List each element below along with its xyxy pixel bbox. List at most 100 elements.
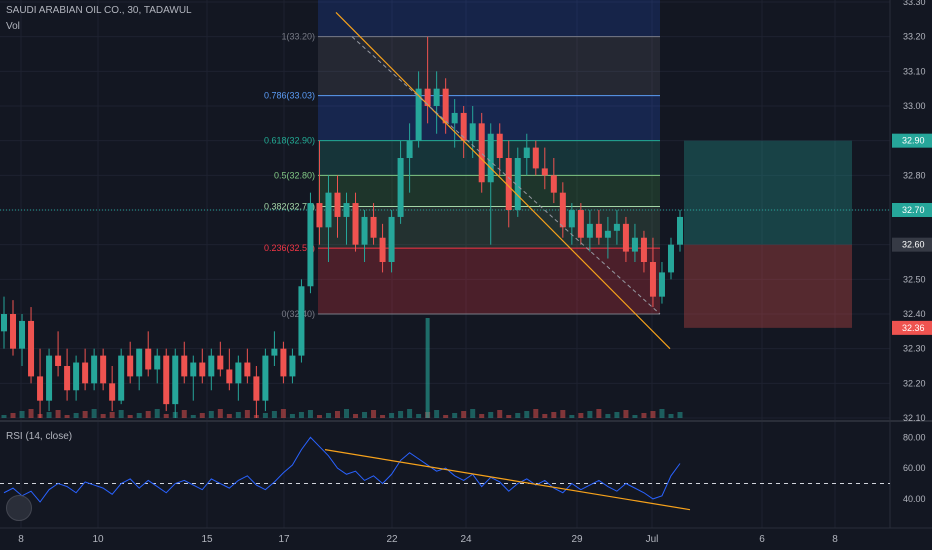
volume-bar bbox=[19, 411, 25, 418]
candle-body bbox=[316, 203, 323, 228]
price-tick-label: 33.10 bbox=[903, 66, 926, 76]
candle-body bbox=[379, 237, 386, 262]
volume-bar bbox=[28, 409, 34, 418]
candle-body bbox=[289, 355, 296, 377]
candle-body bbox=[406, 140, 413, 158]
candle-body bbox=[46, 355, 53, 401]
volume-bar bbox=[560, 410, 566, 418]
volume-bar bbox=[470, 409, 476, 418]
candle-body bbox=[415, 88, 422, 141]
volume-bar bbox=[307, 410, 313, 418]
volume-bar bbox=[659, 409, 665, 418]
rsi-tick-label: 60.00 bbox=[903, 463, 926, 473]
candle-body bbox=[568, 210, 575, 228]
candle-body bbox=[514, 158, 521, 210]
candle-body bbox=[658, 272, 665, 297]
candle-body bbox=[226, 369, 233, 384]
price-badge bbox=[892, 203, 932, 217]
candle-body bbox=[55, 355, 62, 366]
volume-bar bbox=[271, 411, 277, 418]
candle-body bbox=[352, 203, 359, 245]
volume-bar bbox=[244, 410, 250, 418]
volume-bar bbox=[109, 412, 115, 418]
volume-bar bbox=[389, 413, 395, 418]
volume-bar bbox=[407, 409, 413, 418]
volume-bar bbox=[461, 411, 467, 418]
fib-extension-zone bbox=[318, 0, 660, 37]
time-tick-label: 15 bbox=[201, 534, 213, 545]
volume-bar bbox=[587, 411, 593, 418]
rsi-label: RSI (14, close) bbox=[6, 431, 73, 442]
rsi-trendline bbox=[324, 449, 691, 511]
candle-body bbox=[10, 314, 17, 349]
candle-body bbox=[217, 355, 224, 370]
position-target-zone bbox=[684, 140, 852, 245]
rsi-tick-label: 80.00 bbox=[903, 432, 926, 442]
fib-level-label: 0(32.40) bbox=[281, 309, 315, 319]
candle-body bbox=[172, 355, 179, 405]
candle-body bbox=[307, 203, 314, 287]
volume-bar bbox=[73, 413, 79, 418]
candle-body bbox=[262, 355, 269, 401]
candle-body bbox=[586, 223, 593, 238]
volume-bar bbox=[641, 413, 647, 418]
candle-body bbox=[397, 158, 404, 217]
price-tick-label: 32.80 bbox=[903, 170, 926, 180]
volume-bar bbox=[605, 414, 611, 418]
fib-zone bbox=[318, 206, 660, 249]
candle-body bbox=[1, 314, 7, 332]
volume-bar bbox=[100, 414, 106, 418]
price-badge-label: 32.70 bbox=[902, 205, 925, 215]
candle-body bbox=[136, 348, 143, 377]
candle-body bbox=[604, 230, 611, 238]
candle-body bbox=[91, 355, 98, 384]
volume-spike-bar bbox=[425, 318, 430, 418]
price-badge-label: 32.60 bbox=[902, 240, 925, 250]
price-badge bbox=[892, 237, 932, 252]
candle-body bbox=[253, 376, 260, 401]
volume-bar bbox=[127, 415, 133, 418]
volume-bar bbox=[668, 414, 674, 418]
volume-bar bbox=[614, 412, 620, 418]
volume-bar bbox=[398, 411, 404, 418]
fib-level-label: 0.618(32.90) bbox=[264, 136, 315, 146]
candle-body bbox=[145, 348, 152, 370]
candle-body bbox=[505, 158, 512, 210]
volume-bar bbox=[443, 415, 449, 418]
candle-body bbox=[613, 223, 620, 231]
candle-body bbox=[271, 348, 278, 356]
tradingview-logo-icon[interactable] bbox=[6, 495, 32, 521]
volume-bar bbox=[10, 413, 16, 418]
volume-bar bbox=[623, 410, 629, 418]
rsi-line bbox=[3, 436, 681, 503]
volume-bar bbox=[199, 413, 205, 418]
candle-body bbox=[82, 362, 89, 384]
candle-body bbox=[595, 223, 602, 238]
candle-body bbox=[478, 123, 485, 183]
candle-body bbox=[163, 355, 170, 405]
volume-bar bbox=[154, 409, 160, 418]
candle-body bbox=[541, 168, 548, 176]
candle-body bbox=[451, 112, 458, 124]
candle-body bbox=[460, 112, 467, 141]
fib-level-label: 1(33.20) bbox=[281, 32, 315, 42]
price-tick-label: 32.40 bbox=[903, 309, 926, 319]
candle-body bbox=[442, 88, 449, 124]
volume-bar bbox=[632, 415, 638, 418]
fib-zone bbox=[318, 95, 660, 141]
volume-bar bbox=[136, 413, 142, 418]
rsi-tick-label: 40.00 bbox=[903, 494, 926, 504]
fib-zone bbox=[318, 248, 660, 314]
volume-bar bbox=[316, 415, 322, 418]
price-badge-label: 32.90 bbox=[902, 136, 925, 146]
volume-bar bbox=[262, 413, 268, 418]
volume-bar bbox=[524, 411, 530, 418]
position-stop-zone bbox=[684, 244, 852, 328]
volume-bar bbox=[55, 410, 61, 418]
volume-bar bbox=[497, 410, 503, 418]
volume-bar bbox=[280, 409, 286, 418]
volume-bar bbox=[1, 415, 7, 418]
candle-body bbox=[559, 192, 566, 228]
volume-bar bbox=[506, 415, 512, 418]
